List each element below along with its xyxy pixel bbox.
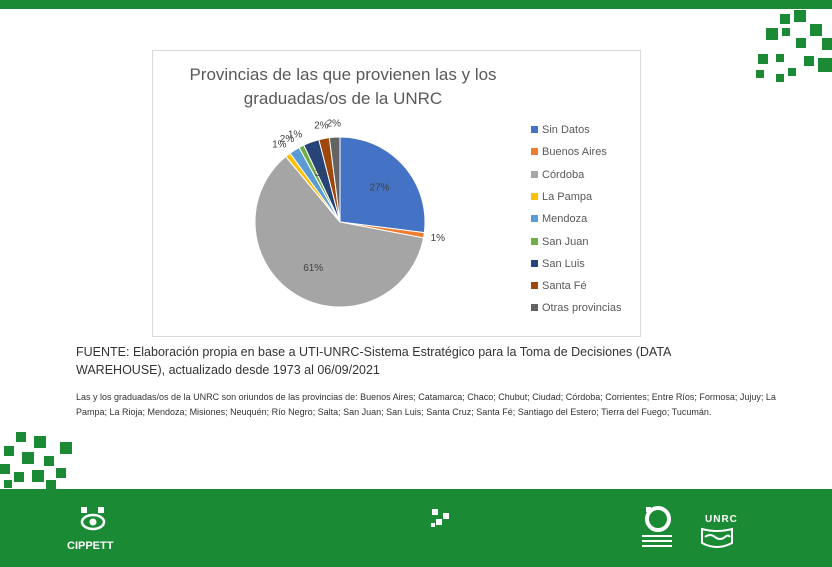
chart-title: Provincias de las que provienen las y lo… xyxy=(153,63,533,111)
legend-label: Santa Fé xyxy=(542,280,587,293)
data-label-7: 3% xyxy=(315,168,330,179)
legend-item-8: Santa Fé xyxy=(531,279,641,293)
legend-label: Buenos Aires xyxy=(542,146,607,159)
legend-swatch xyxy=(531,237,538,245)
anniversary-logo-icon xyxy=(642,506,672,547)
chart-title-line-2: graduadas/os de la UNRC xyxy=(243,89,443,108)
legend-swatch xyxy=(531,170,538,178)
legend-item-6: San Juan xyxy=(531,235,641,249)
legend-label: Sin Datos xyxy=(542,124,590,136)
data-label-4: 1% xyxy=(272,139,287,150)
legend-label: La Pampa xyxy=(542,190,593,203)
data-label-8: 2% xyxy=(314,120,329,131)
pie-chart: 27%1%61%1%2%1%3%2%2% xyxy=(254,119,446,308)
legend-label: San Juan xyxy=(542,235,589,248)
top-green-bar xyxy=(0,0,832,9)
pie-slice-1 xyxy=(339,136,426,234)
source-text: FUENTE: Elaboración propia en base a UTI… xyxy=(76,345,671,377)
unrc-logo-icon xyxy=(701,527,733,548)
legend-item-4: La Pampa xyxy=(531,190,641,204)
data-label-2: 1% xyxy=(431,233,446,244)
unrc-logo-text: UNRC xyxy=(705,514,738,525)
data-label-6: 1% xyxy=(288,129,303,140)
legend-swatch xyxy=(531,215,538,223)
pie-chart-panel: Provincias de las que provienen las y lo… xyxy=(152,50,641,337)
legend-swatch xyxy=(531,282,538,290)
pixel-decoration-top-right xyxy=(756,10,832,82)
footer-band: CIPPETT UNRC xyxy=(0,489,832,567)
legend-label: San Luis xyxy=(542,257,585,270)
legend-swatch xyxy=(531,126,538,133)
provinces-note: Las y los graduadas/os de la UNRC son or… xyxy=(76,392,776,417)
legend-item-9: Otras provincias xyxy=(531,301,641,315)
chart-title-line-1: Provincias de las que provienen las y lo… xyxy=(189,65,497,84)
legend-swatch xyxy=(531,192,538,200)
data-label-1: 27% xyxy=(369,183,389,194)
legend-swatch xyxy=(531,304,538,312)
data-label-9: 2% xyxy=(327,119,342,130)
pixel-decoration-left xyxy=(0,432,72,490)
legend-swatch xyxy=(531,259,538,267)
legend-item-3: Córdoba xyxy=(531,168,641,182)
center-pixel-logo-icon xyxy=(431,509,449,527)
legend-label: Córdoba xyxy=(542,168,585,181)
data-label-3: 61% xyxy=(303,263,323,274)
cippett-logo-text: CIPPETT xyxy=(67,540,114,552)
pie-slice-9 xyxy=(328,136,341,223)
legend-label: Otras provincias xyxy=(542,302,622,315)
legend-item-7: San Luis xyxy=(531,257,641,271)
legend-swatch xyxy=(531,148,538,156)
data-label-5: 2% xyxy=(280,134,295,145)
cippett-logo-icon xyxy=(80,507,106,531)
pie-slice-3 xyxy=(254,155,425,308)
legend-label: Mendoza xyxy=(542,213,588,226)
legend-item-5: Mendoza xyxy=(531,212,641,226)
legend-item-1: Sin Datos xyxy=(531,123,641,137)
legend-item-2: Buenos Aires xyxy=(531,145,641,159)
